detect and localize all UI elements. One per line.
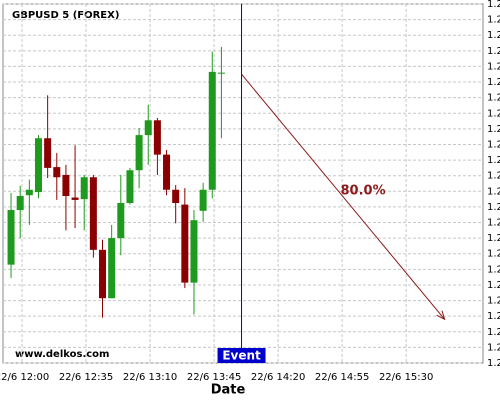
- x-tick-label: 22/6 14:20: [251, 372, 305, 383]
- candle-body: [34, 138, 42, 193]
- y-tick-label: 1.2422: [487, 61, 500, 72]
- y-tick-label: 1.2416: [487, 108, 500, 119]
- y-tick-label: 1.2386: [487, 342, 500, 353]
- candle-body: [7, 210, 15, 265]
- candle-body: [117, 203, 125, 239]
- candle-body: [208, 71, 216, 190]
- candle-body: [99, 249, 107, 299]
- candle-body: [163, 154, 171, 190]
- y-tick-label: 1.2398: [487, 249, 500, 260]
- y-tick-label: 1.2420: [487, 77, 500, 88]
- y-tick-label: 1.2390: [487, 311, 500, 322]
- candle-body: [126, 170, 134, 204]
- watermark: www.delkos.com: [15, 349, 109, 360]
- candle-body: [181, 204, 189, 283]
- x-tick-label: 22/6 14:55: [315, 372, 369, 383]
- x-tick-label: 22/6 12:00: [0, 372, 49, 383]
- y-tick-label: 1.2396: [487, 264, 500, 275]
- candle-body: [144, 120, 152, 136]
- candle-body: [25, 189, 33, 196]
- y-tick-label: 1.2406: [487, 186, 500, 197]
- x-tick-label: 22/6 12:35: [59, 372, 113, 383]
- x-tick-label: 22/6 13:45: [187, 372, 241, 383]
- candle-body: [217, 72, 225, 74]
- x-axis-label: Date: [211, 383, 246, 398]
- event-label: Event: [222, 349, 261, 363]
- y-tick-label: 1.2404: [487, 202, 500, 213]
- y-tick-label: 1.2428: [487, 15, 500, 26]
- y-tick-label: 1.2400: [487, 233, 500, 244]
- x-tick-label: 22/6 13:10: [123, 372, 177, 383]
- candle-body: [190, 220, 198, 283]
- candle-body: [62, 174, 70, 196]
- y-tick-label: 1.2424: [487, 46, 500, 57]
- y-tick-label: 1.2402: [487, 218, 500, 229]
- forecast-label: 80.0%: [341, 183, 386, 198]
- forecast-arrow: [241, 73, 445, 320]
- candle-body: [44, 138, 52, 168]
- candle-body: [89, 177, 97, 250]
- candle-body: [108, 238, 116, 299]
- y-tick-label: 1.2410: [487, 155, 500, 166]
- candle-body: [199, 189, 207, 211]
- y-tick-label: 1.2414: [487, 124, 500, 135]
- y-tick-label: 1.2430: [487, 0, 500, 10]
- y-tick-label: 1.2412: [487, 139, 500, 150]
- arrow-head: [436, 310, 446, 321]
- y-tick-label: 1.2408: [487, 171, 500, 182]
- y-tick-label: 1.2388: [487, 327, 500, 338]
- y-tick-label: 1.2426: [487, 30, 500, 41]
- chart-title: GBPUSD 5 (FOREX): [12, 10, 119, 21]
- candle-body: [71, 197, 79, 200]
- candle-body: [153, 120, 161, 155]
- candle-body: [53, 167, 61, 178]
- event-box: [217, 348, 266, 363]
- candle-body: [80, 177, 88, 200]
- candle-body: [172, 189, 180, 204]
- y-tick-label: 1.2384: [487, 358, 500, 369]
- candle-body: [135, 135, 143, 171]
- y-tick-label: 1.2394: [487, 280, 500, 291]
- candle-body: [16, 195, 24, 211]
- x-tick-label: 22/6 15:30: [379, 372, 433, 383]
- y-tick-label: 1.2418: [487, 93, 500, 104]
- y-tick-label: 1.2392: [487, 296, 500, 307]
